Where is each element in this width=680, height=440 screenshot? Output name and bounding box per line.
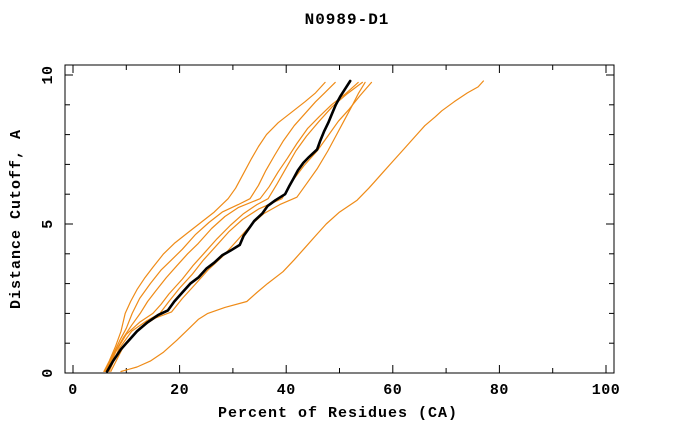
y-tick-label: 10: [40, 65, 57, 84]
x-tick-label: 80: [490, 382, 509, 399]
x-tick-label: 40: [277, 382, 296, 399]
plot-frame: [64, 64, 615, 374]
x-tick-label: 60: [383, 382, 402, 399]
series-orange-line-2: [104, 81, 336, 373]
y-tick-label: 0: [40, 368, 57, 378]
x-axis-label: Percent of Residues (CA): [218, 405, 458, 422]
chart-title: N0989-D1: [305, 11, 390, 29]
series-orange-line-5: [108, 81, 373, 373]
series-orange-line-1: [103, 81, 326, 373]
series-black-reference-line: [105, 79, 352, 373]
y-tick-label: 5: [40, 219, 57, 229]
series-orange-line-4: [106, 81, 363, 373]
x-tick-label: 0: [68, 382, 78, 399]
x-tick-label: 20: [170, 382, 189, 399]
series-orange-line-3: [105, 81, 359, 373]
x-tick-label: 100: [592, 382, 621, 399]
plot-area: 0 20 40 60 80 100 0 5 10: [40, 64, 621, 399]
y-axis-label: Distance Cutoff, A: [8, 129, 25, 309]
series-orange-line-7-outlier: [120, 80, 484, 373]
